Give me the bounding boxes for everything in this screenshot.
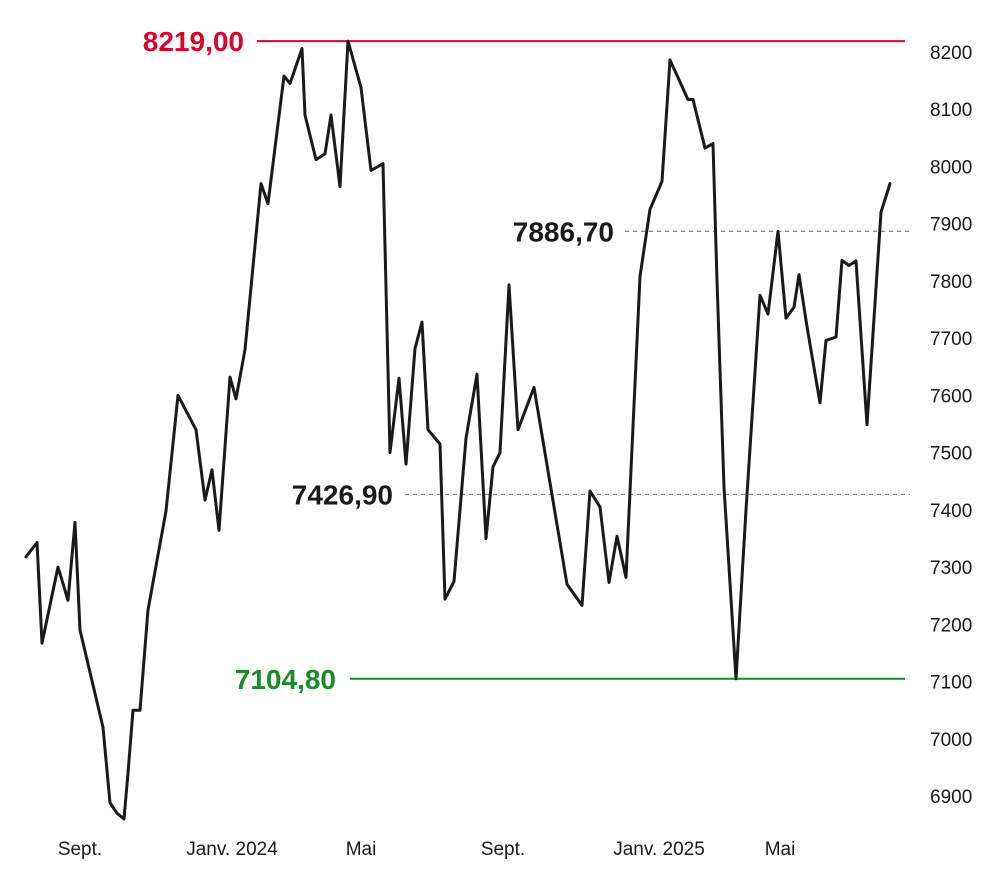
y-tick-label: 7600 bbox=[930, 386, 972, 407]
y-tick-label: 6900 bbox=[930, 787, 972, 808]
y-tick-label: 8100 bbox=[930, 100, 972, 121]
series-layer bbox=[24, 39, 892, 821]
x-tick-label: Sept. bbox=[481, 839, 525, 860]
y-axis: 6900 7000 7100 7200 7300 7400 7500 7600 7700 7800… bbox=[930, 43, 972, 808]
annotation-label: 7886,70 bbox=[513, 216, 614, 247]
annotation-label: 7104,80 bbox=[235, 664, 336, 695]
x-tick-label: Janv. 2025 bbox=[613, 839, 705, 860]
x-axis: Sept. Janv. 2024 Mai Sept. Janv. 2025 Mai bbox=[58, 839, 796, 860]
y-tick-label: 7900 bbox=[930, 215, 972, 236]
y-tick-label: 7000 bbox=[930, 730, 972, 751]
y-tick-label: 7300 bbox=[930, 558, 972, 579]
y-tick-label: 7100 bbox=[930, 673, 972, 694]
annotation-labels: 8219,00 7886,70 7426,90 7104,80 bbox=[143, 26, 614, 695]
y-tick-label: 7800 bbox=[930, 272, 972, 293]
annotation-lines bbox=[257, 40, 910, 680]
x-tick-label: Janv. 2024 bbox=[186, 839, 278, 860]
x-tick-label: Mai bbox=[346, 839, 377, 860]
annotation-label: 8219,00 bbox=[143, 26, 244, 57]
y-tick-label: 8000 bbox=[930, 157, 972, 178]
annotation-label: 7426,90 bbox=[292, 479, 393, 510]
y-tick-label: 7700 bbox=[930, 329, 972, 350]
y-tick-label: 7400 bbox=[930, 501, 972, 522]
x-tick-label: Sept. bbox=[58, 839, 102, 860]
y-tick-label: 7200 bbox=[930, 615, 972, 636]
y-tick-label: 8200 bbox=[930, 43, 972, 64]
series-line bbox=[24, 39, 892, 821]
x-tick-label: Mai bbox=[765, 839, 796, 860]
y-tick-label: 7500 bbox=[930, 444, 972, 465]
